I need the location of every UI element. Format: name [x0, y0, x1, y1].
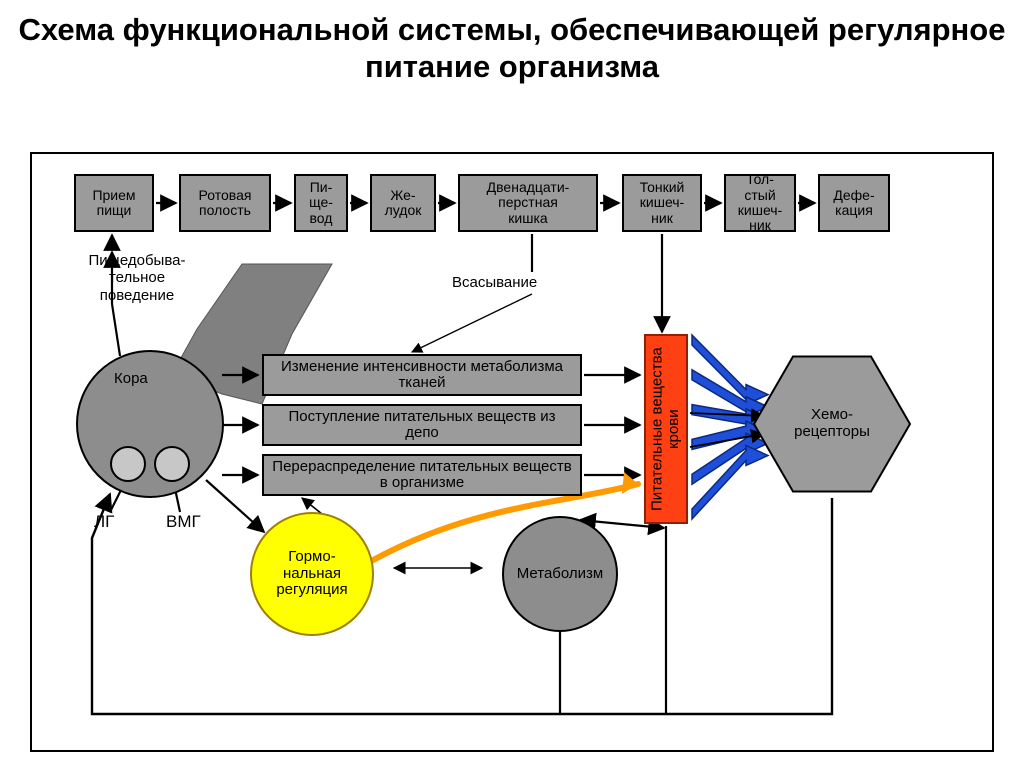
nutrients-box: Питательные вещества крови: [644, 334, 688, 524]
chain-defec: Дефе-кация: [818, 174, 890, 232]
label-chemoreceptors: Хемо-рецепторы: [772, 406, 892, 440]
vmg-circle: [154, 446, 190, 482]
label-feeding-behavior: Пищедобыва-тельноеповедение: [52, 252, 222, 304]
chain-lrg_int: Тол-стыйкишеч-ник: [724, 174, 796, 232]
label-lg: ЛГ: [94, 512, 114, 532]
chain-sml_int: Тонкийкишеч-ник: [622, 174, 702, 232]
chain-stomach: Же-лудок: [370, 174, 436, 232]
midbox-m3: Перераспределение питательных веществ в …: [262, 454, 582, 496]
chain-duoden: Двенадцати-перстнаякишка: [458, 174, 598, 232]
label-vmg: ВМГ: [166, 512, 201, 532]
chain-mouth: Ротоваяполость: [179, 174, 271, 232]
label-absorption: Всасывание: [452, 274, 537, 291]
chain-intake: Приемпищи: [74, 174, 154, 232]
diagram-stage: Приемпищи Ротоваяполость Пи-ще-вод Же-лу…: [30, 152, 994, 752]
chain-esoph: Пи-ще-вод: [294, 174, 348, 232]
page-title: Схема функциональной системы, обеспечива…: [0, 12, 1024, 85]
midbox-m1: Изменение интенсивности метаболизма ткан…: [262, 354, 582, 396]
cortex-circle: [76, 350, 224, 498]
label-cortex: Кора: [114, 370, 148, 387]
title-text: Схема функциональной системы, обеспечива…: [19, 12, 1006, 84]
hormone-circle: Гормо-нальнаярегуляция: [250, 512, 374, 636]
lg-circle: [110, 446, 146, 482]
metabolism-circle: Метаболизм: [502, 516, 618, 632]
midbox-m2: Поступление питательных веществ из депо: [262, 404, 582, 446]
